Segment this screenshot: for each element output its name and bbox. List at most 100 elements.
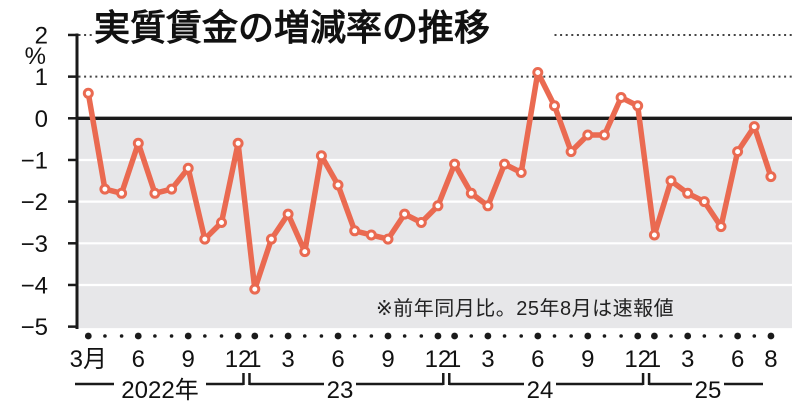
data-point-marker: [632, 100, 644, 112]
month-dot: [767, 332, 775, 340]
data-point-marker: [265, 233, 277, 245]
data-point-marker: [499, 158, 510, 170]
month-dot: [284, 332, 292, 340]
month-dot: [419, 334, 424, 338]
month-dot: [519, 334, 523, 338]
data-point-marker: [299, 246, 311, 258]
x-tick-label: 3月: [70, 346, 107, 373]
month-dot: [352, 334, 357, 338]
data-point-marker: [698, 196, 710, 208]
x-tick-label: 3: [681, 346, 694, 373]
data-point-marker: [382, 233, 394, 245]
x-tick-label: 12: [225, 346, 252, 373]
data-point-marker: [415, 217, 427, 228]
month-dot: [251, 332, 259, 340]
month-dot: [269, 334, 274, 338]
month-dot: [684, 332, 692, 340]
data-point-marker: [82, 87, 94, 99]
y-tick-label: −4: [21, 272, 48, 299]
month-dot: [484, 332, 492, 340]
x-tick-label: 6: [132, 346, 145, 373]
data-point-marker: [732, 146, 744, 158]
month-dot: [302, 334, 307, 338]
month-dot: [153, 334, 157, 338]
month-dot: [634, 332, 642, 340]
month-dot: [369, 334, 374, 338]
x-tick-label: 6: [331, 346, 344, 373]
x-tick-label: 1: [448, 346, 461, 373]
x-tick-label: 3: [481, 346, 494, 373]
month-dot: [402, 334, 407, 338]
x-tick-label: 12: [624, 346, 651, 373]
data-point-marker: [132, 137, 144, 149]
data-point-marker: [149, 187, 161, 199]
month-dot: [619, 334, 623, 338]
month-dot: [384, 332, 392, 340]
data-point-marker: [465, 187, 477, 199]
y-tick-label: −1: [21, 147, 48, 174]
data-point-marker: [615, 92, 627, 103]
y-tick-label: −2: [21, 189, 48, 216]
data-point-marker: [765, 171, 777, 183]
data-point-marker: [482, 200, 494, 212]
data-point-marker: [332, 179, 344, 191]
data-point-marker: [748, 121, 760, 133]
x-tick-label: 12: [425, 346, 452, 373]
data-point-marker: [648, 229, 660, 241]
x-tick-label: 9: [581, 346, 594, 373]
data-point-marker: [166, 183, 178, 195]
data-point-marker: [365, 229, 377, 241]
month-dot: [734, 332, 742, 340]
data-point-marker: [682, 187, 694, 199]
month-dot: [84, 332, 92, 340]
month-dot: [203, 334, 207, 338]
year-label: 23: [327, 377, 354, 404]
year-label: 25: [695, 377, 722, 404]
data-point-marker: [99, 183, 111, 195]
data-point-marker: [182, 162, 194, 174]
month-dot: [319, 334, 324, 338]
x-tick-label: 8: [764, 346, 777, 373]
data-point-marker: [665, 175, 677, 187]
month-dot: [552, 334, 557, 338]
data-point-marker: [549, 100, 560, 112]
data-point-marker: [282, 208, 294, 220]
month-dot: [119, 334, 124, 338]
x-tick-label: 9: [381, 346, 394, 373]
data-point-marker: [532, 67, 544, 78]
month-dot: [752, 334, 757, 338]
x-tick-label: 6: [731, 346, 744, 373]
data-point-marker: [449, 158, 461, 170]
y-tick-label: −3: [21, 231, 48, 258]
month-dot: [169, 334, 174, 338]
y-axis-unit-label: %: [25, 43, 46, 70]
data-point-marker: [116, 187, 128, 199]
x-tick-label: 1: [648, 346, 661, 373]
y-tick-label: −5: [21, 314, 48, 341]
month-dot: [569, 334, 573, 338]
data-point-marker: [315, 150, 327, 162]
month-dot: [702, 334, 707, 338]
month-dot: [651, 332, 658, 340]
y-tick-label: 2: [35, 22, 48, 49]
data-point-marker: [249, 283, 261, 295]
footnote: ※前年同月比。25年8月は速報値: [376, 298, 675, 320]
data-point-marker: [399, 208, 411, 220]
year-label: 2022年: [121, 377, 198, 404]
y-tick-label: 1: [35, 64, 48, 91]
x-tick-label: 3: [281, 346, 294, 373]
y-tick-label: 0: [35, 106, 48, 133]
data-point-marker: [515, 167, 527, 178]
month-dot: [451, 332, 458, 340]
x-tick-label: 1: [248, 346, 261, 373]
data-point-marker: [565, 146, 577, 158]
month-dot: [234, 332, 242, 340]
month-dot: [184, 332, 192, 340]
data-point-marker: [598, 129, 610, 141]
data-point-marker: [349, 225, 361, 237]
month-dot: [134, 332, 142, 340]
negative-region-band: [78, 118, 792, 329]
month-dot: [534, 332, 542, 340]
month-dot: [502, 334, 507, 338]
